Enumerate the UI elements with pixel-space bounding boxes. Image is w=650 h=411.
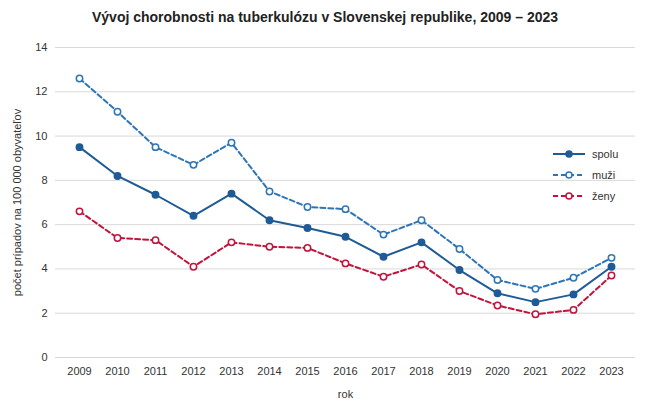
svg-text:8: 8 bbox=[41, 174, 47, 186]
html-text:muži: muži bbox=[592, 168, 616, 181]
svg-text:2017: 2017 bbox=[371, 365, 395, 377]
svg-text:14: 14 bbox=[35, 41, 47, 53]
svg-text:2: 2 bbox=[41, 307, 47, 319]
svg-text:2020: 2020 bbox=[485, 365, 509, 377]
svg-text:2019: 2019 bbox=[447, 365, 471, 377]
svg-text:2012: 2012 bbox=[181, 365, 205, 377]
svg-text:12: 12 bbox=[35, 85, 47, 97]
svg-text:2014: 2014 bbox=[257, 365, 281, 377]
svg-text:2021: 2021 bbox=[523, 365, 547, 377]
svg-text:2013: 2013 bbox=[219, 365, 243, 377]
svg-text:rok: rok bbox=[338, 388, 354, 400]
svg-text:2010: 2010 bbox=[105, 365, 129, 377]
svg-text:počet prípadov na 100 000 obyv: počet prípadov na 100 000 obyvateľov bbox=[11, 108, 23, 296]
svg-text:2023: 2023 bbox=[599, 365, 623, 377]
svg-text:10: 10 bbox=[35, 130, 47, 142]
svg-text:0: 0 bbox=[41, 351, 47, 363]
html-text:ženy: ženy bbox=[592, 189, 616, 202]
svg-text:2015: 2015 bbox=[295, 365, 319, 377]
svg-text:4: 4 bbox=[41, 262, 47, 274]
svg-text:6: 6 bbox=[41, 218, 47, 230]
svg-text:2018: 2018 bbox=[409, 365, 433, 377]
svg-text:2016: 2016 bbox=[333, 365, 357, 377]
svg-text:2022: 2022 bbox=[561, 365, 585, 377]
html-text:spolu: spolu bbox=[592, 147, 619, 160]
html-text:Vývoj chorobnosti na tuberkuló: Vývoj chorobnosti na tuberkulózu v Slove… bbox=[92, 9, 558, 25]
svg-text:2011: 2011 bbox=[144, 365, 168, 377]
svg-text:2009: 2009 bbox=[67, 365, 91, 377]
